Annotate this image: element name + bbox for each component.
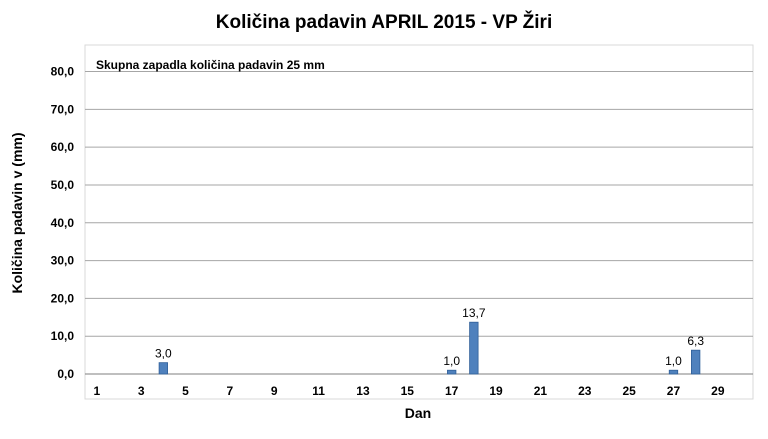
x-tick-label: 13: [356, 384, 370, 398]
data-label: 3,0: [155, 347, 172, 361]
x-tick-label: 9: [271, 384, 278, 398]
x-tick-label: 23: [578, 384, 592, 398]
x-tick-label: 3: [138, 384, 145, 398]
y-tick-label: 0,0: [57, 367, 74, 381]
x-tick-label: 27: [667, 384, 681, 398]
bar: [158, 362, 168, 375]
y-axis-ticks: 0,0 10,0 20,0 30,0 40,0 50,0 60,0 70,0 80,0: [51, 65, 75, 382]
x-tick-label: 19: [489, 384, 503, 398]
y-tick-label: 80,0: [51, 65, 75, 79]
x-tick-label: 7: [227, 384, 234, 398]
y-tick-label: 40,0: [51, 216, 75, 230]
x-tick-label: 21: [534, 384, 548, 398]
annotation-total: Skupna zapadla količina padavin 25 mm: [96, 58, 325, 72]
y-tick-label: 60,0: [51, 140, 75, 154]
x-tick-label: 5: [182, 384, 189, 398]
bar: [668, 369, 679, 375]
y-tick-label: 50,0: [51, 178, 75, 192]
x-tick-label: 29: [711, 384, 725, 398]
x-axis-ticks: 1 3 5 7 9 11 13 15 17 19 21 23 25 27 29: [93, 384, 724, 398]
x-tick-label: 11: [312, 384, 325, 398]
y-tick-label: 30,0: [51, 254, 75, 268]
y-tick-label: 10,0: [51, 329, 75, 343]
data-label: 6,3: [687, 334, 704, 348]
data-label: 1,0: [665, 354, 682, 368]
y-tick-label: 70,0: [51, 102, 75, 116]
x-tick-label: 17: [445, 384, 459, 398]
data-labels: 3,0 1,0 13,7 1,0 6,3: [155, 306, 704, 368]
y-axis-title: Količina padavin v (mm): [9, 132, 25, 293]
y-tick-label: 20,0: [51, 291, 75, 305]
bar: [469, 321, 479, 375]
x-tick-label: 25: [622, 384, 636, 398]
bars: [158, 321, 701, 375]
bar: [447, 369, 457, 375]
x-axis-title: Dan: [405, 405, 431, 421]
data-label: 13,7: [462, 306, 486, 320]
x-tick-label: 1: [93, 384, 100, 398]
bar: [691, 349, 701, 375]
chart-title: Količina padavin APRIL 2015 - VP Žiri: [216, 11, 552, 33]
data-label: 1,0: [443, 354, 460, 368]
x-tick-label: 15: [401, 384, 415, 398]
gridlines: [85, 71, 753, 375]
plot-frame: [84, 44, 754, 400]
